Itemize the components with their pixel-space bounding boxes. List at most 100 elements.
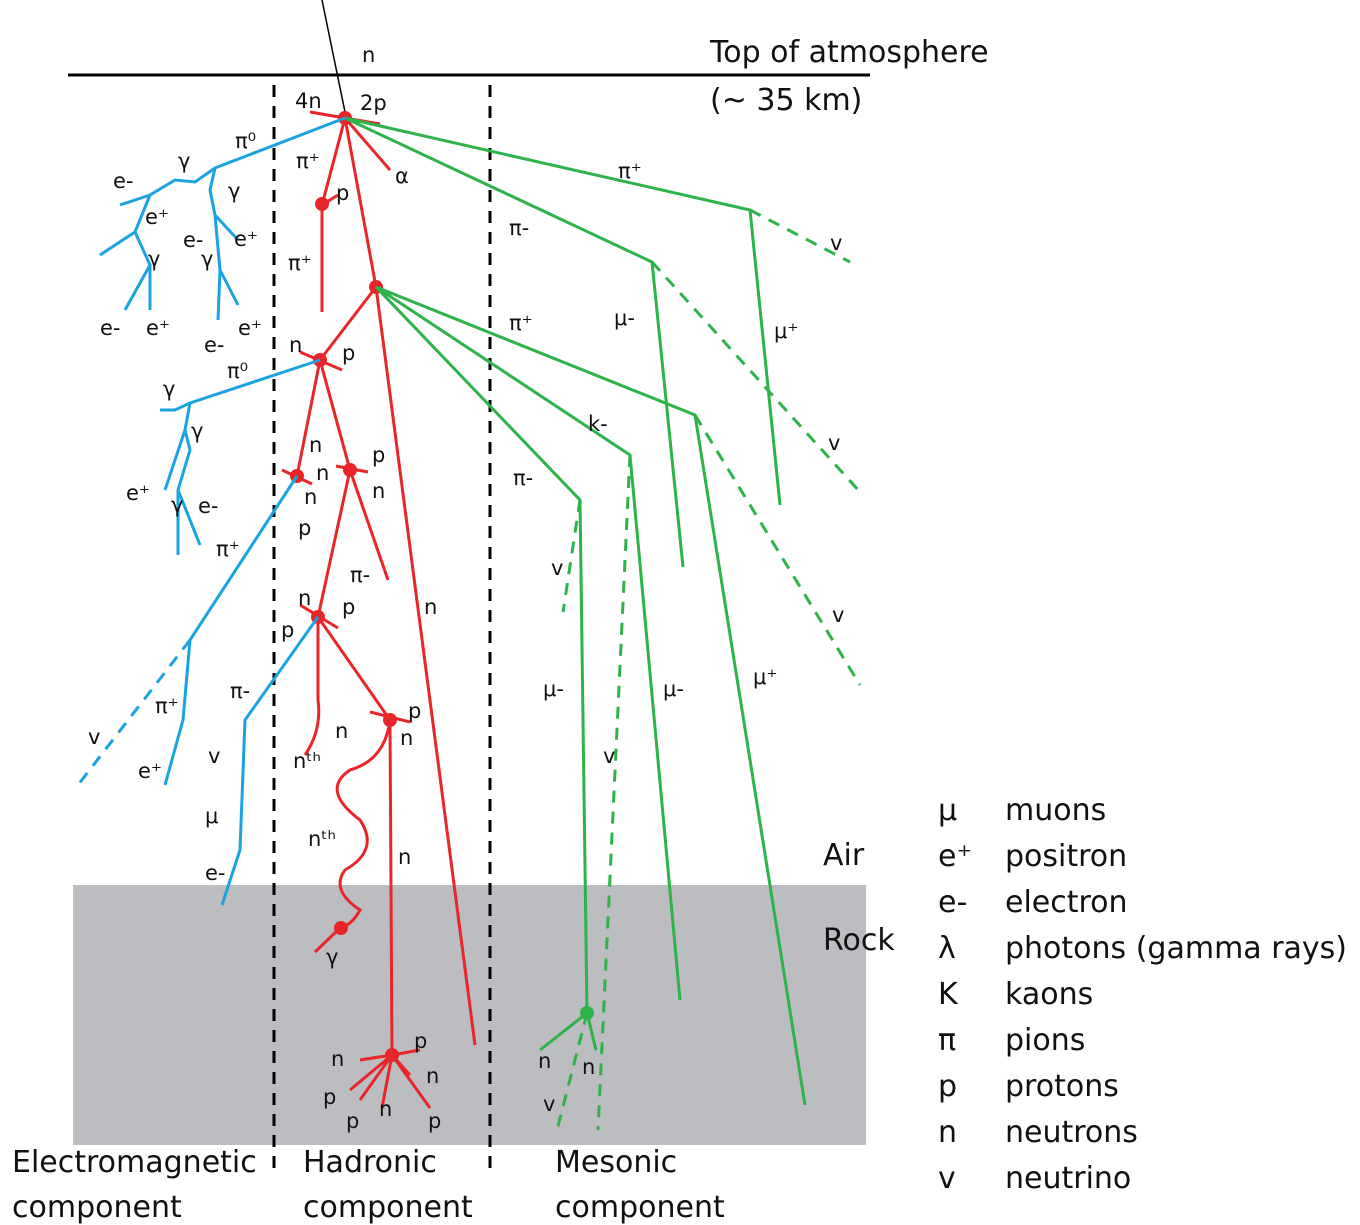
particle-label: n — [426, 1064, 439, 1088]
particle-label: n — [424, 595, 437, 619]
legend-name: kaons — [1005, 977, 1093, 1012]
particle-label: n — [362, 43, 375, 67]
particle-label: π⁺ — [509, 311, 533, 335]
particle-label: n — [289, 333, 302, 357]
particle-label: γ — [201, 247, 213, 271]
particle-label: n — [335, 719, 348, 743]
particle-label: 2p — [360, 91, 387, 115]
legend-symbol: μ — [938, 793, 957, 828]
particle-label: p — [281, 618, 294, 642]
particle-label: v — [828, 431, 840, 455]
particle-label: e- — [113, 169, 134, 193]
particle-label: π- — [513, 466, 533, 490]
labels: μ muons e⁺ positron e-electron λ photons (gamm… — [88, 43, 1347, 1196]
title: Top of atmosphere — [709, 35, 989, 70]
particle-label: μ- — [663, 677, 684, 701]
component-label: component — [12, 1190, 182, 1225]
component-label: component — [555, 1190, 725, 1225]
component-label: component — [303, 1190, 473, 1225]
particle-label: n — [331, 1047, 344, 1071]
particle-label: p — [428, 1109, 441, 1133]
particle-label: e⁺ — [146, 316, 170, 340]
rock-label: Rock — [823, 923, 895, 958]
particle-label: p — [342, 341, 355, 365]
particle-label: μ- — [543, 677, 564, 701]
particle-label: μ⁺ — [774, 319, 798, 343]
particle-label: e⁺ — [234, 227, 258, 251]
legend-symbol: e⁺ — [938, 839, 972, 874]
particle-label: π- — [350, 563, 370, 587]
particle-label: e⁺ — [238, 316, 262, 340]
legend-name: positron — [1005, 839, 1127, 874]
particle-label: n — [538, 1049, 551, 1073]
particle-label: π⁺ — [618, 159, 642, 183]
particle-label: v — [543, 1092, 555, 1116]
particle-label: γ — [148, 247, 160, 271]
particle-label: e⁺ — [138, 759, 162, 783]
particle-label: π⁰ — [227, 359, 248, 383]
particle-label: v — [551, 556, 563, 580]
particle-label: p — [342, 595, 355, 619]
particle-label: n — [398, 845, 411, 869]
particle-label: p — [408, 699, 421, 723]
particle-label: π- — [230, 679, 250, 703]
particle-label: p — [323, 1085, 336, 1109]
particle-label: γ — [178, 149, 190, 173]
particle-label: nᵗʰ — [308, 827, 336, 851]
particle-label: e- — [198, 494, 219, 518]
legend-name: pions — [1005, 1023, 1085, 1058]
particle-label: n — [316, 461, 329, 485]
particle-label: γ — [171, 493, 183, 517]
particle-label: μ — [205, 804, 218, 828]
particle-label: v — [88, 725, 100, 749]
particle-label: α — [395, 164, 409, 188]
legend-name: neutrons — [1005, 1115, 1138, 1150]
particle-label: π- — [509, 216, 529, 240]
particle-label: μ- — [614, 306, 635, 330]
particle-label: v — [208, 744, 220, 768]
particle-label: n — [298, 586, 311, 610]
component-label: Mesonic — [555, 1145, 677, 1180]
particle-label: p — [336, 181, 349, 205]
boundaries — [68, 0, 870, 1170]
legend-symbol: λ — [938, 931, 956, 966]
particle-label: n — [304, 485, 317, 509]
particle-label: e⁺ — [145, 205, 169, 229]
particle-label: π⁺ — [155, 694, 179, 718]
particle-label: v — [830, 231, 842, 255]
particle-label: e- — [100, 316, 121, 340]
particle-label: e⁺ — [126, 481, 150, 505]
particle-label: 4n — [295, 89, 322, 113]
particle-label: π⁺ — [296, 149, 320, 173]
air-label: Air — [823, 838, 865, 873]
particle-label: γ — [191, 419, 203, 443]
legend-name: muons — [1005, 793, 1106, 828]
legend-symbol: e- — [938, 885, 967, 920]
legend-symbol: n — [938, 1115, 957, 1150]
particle-label: nᵗʰ — [293, 749, 321, 773]
rock-layer — [73, 885, 866, 1145]
legend-symbol: p — [938, 1069, 957, 1104]
legend-name: photons (gamma rays) — [1005, 931, 1347, 966]
legend-name: electron — [1005, 885, 1128, 920]
component-label: Hadronic — [303, 1145, 437, 1180]
particle-label: π⁺ — [216, 537, 240, 561]
particle-label: e- — [204, 333, 225, 357]
particle-label: e- — [205, 861, 226, 885]
particle-label: p — [372, 443, 385, 467]
legend-symbol: K — [938, 977, 959, 1012]
particle-label: γ — [163, 377, 175, 401]
particle-label: n — [379, 1097, 392, 1121]
subtitle: (~ 35 km) — [710, 83, 862, 118]
electromagnetic-tracks — [76, 116, 346, 906]
legend-name: neutrino — [1005, 1161, 1131, 1196]
particle-label: γ — [326, 945, 338, 969]
particle-label: v — [603, 744, 615, 768]
particle-label: p — [298, 516, 311, 540]
particle-label: π⁰ — [235, 129, 256, 153]
particle-label: p — [346, 1109, 359, 1133]
particle-label: k- — [588, 412, 608, 436]
mesonic-tracks — [344, 116, 862, 1131]
legend-name: protons — [1005, 1069, 1119, 1104]
